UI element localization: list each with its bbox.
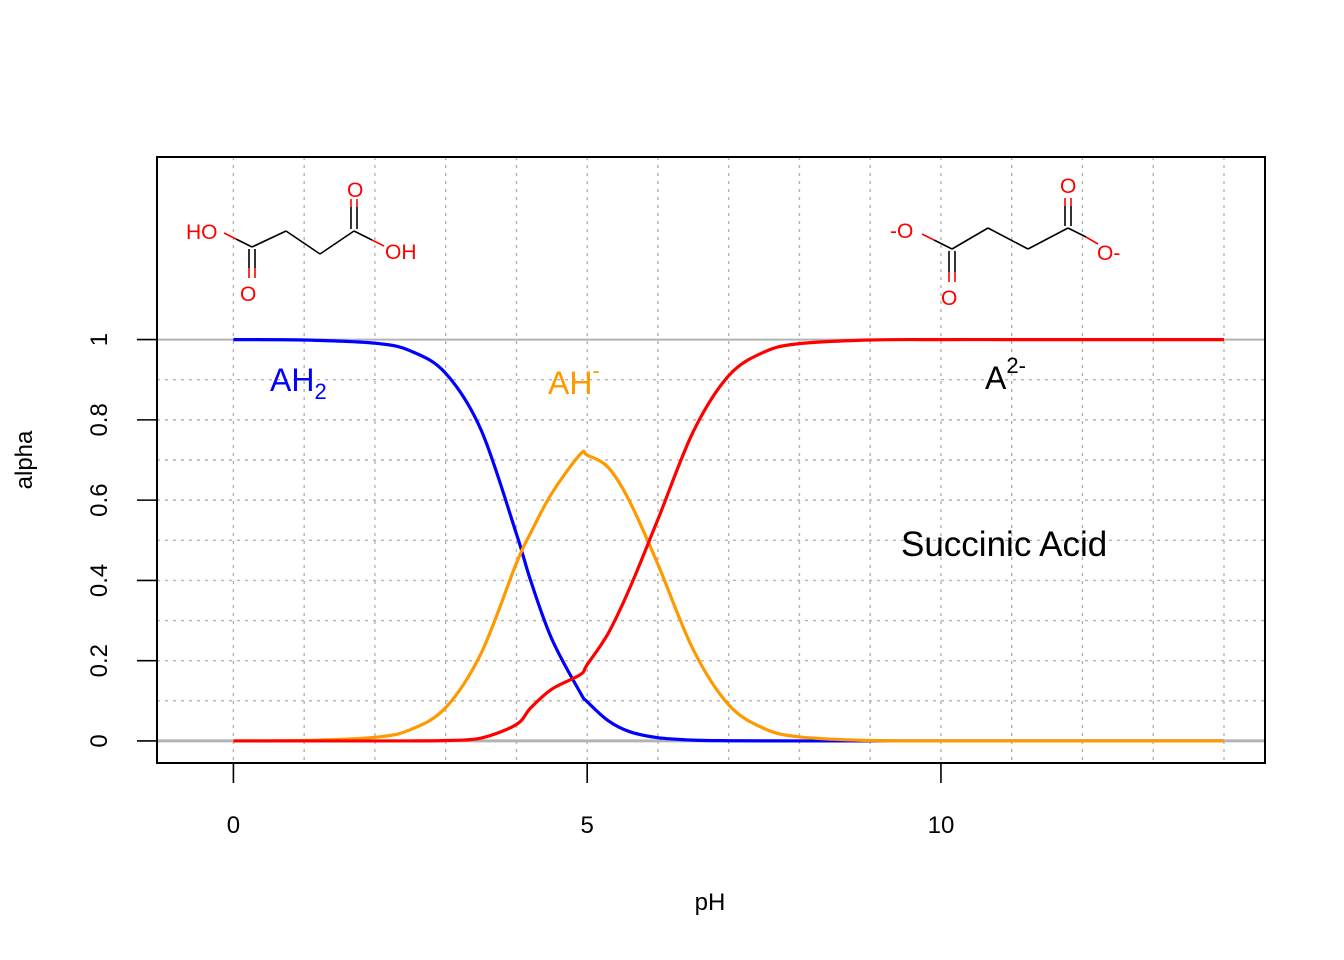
label-ah2-sub: 2 xyxy=(314,379,326,404)
compound-name: Succinic Acid xyxy=(901,525,1107,564)
label-ah2: AH2 xyxy=(270,362,327,404)
y-tick-label: 0.6 xyxy=(86,483,113,516)
series-line-a2- xyxy=(233,337,1224,743)
label-ah-minus-main: AH xyxy=(548,365,592,401)
molecule-succinate: -O O- O O xyxy=(890,175,1120,310)
x-tick-label: 5 xyxy=(581,812,594,839)
molecule-right-bonds xyxy=(933,206,1087,272)
series-line-ah- xyxy=(233,449,1224,743)
molecule-left-ho: HO xyxy=(186,221,218,244)
x-axis-title: pH xyxy=(695,889,726,916)
molecule-left-oh: OH xyxy=(385,241,417,264)
molecule-succinic-acid: HO OH O O xyxy=(186,179,417,306)
y-tick-label: 0.8 xyxy=(86,403,113,436)
y-tick-label: 0.2 xyxy=(86,644,113,677)
x-axis: 0 5 10 xyxy=(227,763,955,839)
label-a2-minus: A2- xyxy=(985,353,1026,396)
molecule-left-o-bottom: O xyxy=(240,283,256,306)
y-tick-label: 0.4 xyxy=(86,564,113,597)
molecule-right-o-minus-right: O- xyxy=(1097,242,1120,265)
molecule-right-o-top: O xyxy=(1060,175,1076,198)
label-ah-minus: AH- xyxy=(548,358,600,401)
y-tick-label: 0 xyxy=(86,734,113,747)
molecule-left-red-bonds xyxy=(223,199,385,278)
molecule-right-red-bonds xyxy=(921,198,1099,282)
y-axis-title: alpha xyxy=(11,430,38,489)
x-tick-label: 0 xyxy=(227,812,240,839)
x-tick-label: 10 xyxy=(928,812,955,839)
molecule-left-bonds xyxy=(235,207,373,268)
label-ah2-main: AH xyxy=(270,362,314,398)
y-axis: 0 0.2 0.4 0.6 0.8 1 xyxy=(86,333,157,748)
y-tick-label: 1 xyxy=(86,333,113,346)
plot-frame xyxy=(156,156,1266,764)
label-ah-minus-sup: - xyxy=(592,358,599,383)
label-a2-minus-sup: 2- xyxy=(1006,353,1026,378)
molecule-left-o-top: O xyxy=(347,179,363,202)
molecule-right-o-minus-left: -O xyxy=(890,220,913,243)
molecule-right-o-bottom: O xyxy=(941,287,957,310)
curves xyxy=(233,337,1224,743)
label-a2-minus-main: A xyxy=(985,360,1007,396)
